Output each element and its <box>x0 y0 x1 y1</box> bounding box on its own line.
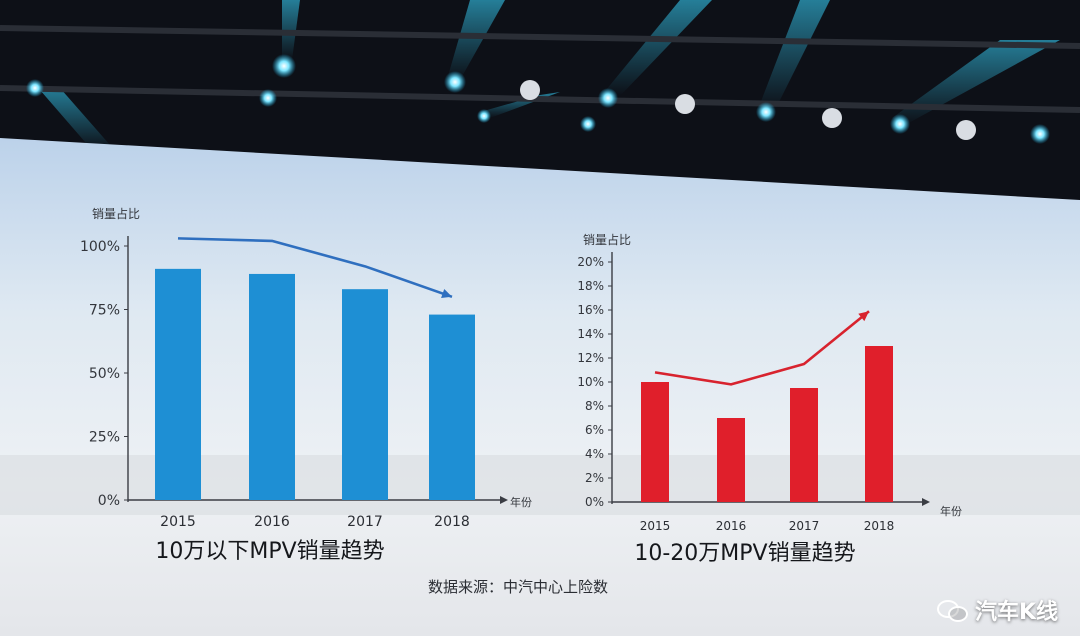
wechat-icon <box>936 598 968 622</box>
y-axis-label: 销量占比 <box>583 232 631 247</box>
x-tick-label: 2017 <box>789 519 820 533</box>
chart-title: 10万以下MPV销量趋势 <box>155 539 384 564</box>
y-tick-label: 20% <box>577 255 604 269</box>
x-tick-label: 2016 <box>716 519 747 533</box>
y-tick-label: 0% <box>98 493 120 509</box>
y-tick-label: 10% <box>577 375 604 389</box>
y-tick-label: 25% <box>89 429 120 445</box>
bar-2017 <box>342 289 388 500</box>
x-tick-label: 2015 <box>640 519 671 533</box>
watermark: 汽车K线 <box>936 594 1058 626</box>
x-tick-label: 2018 <box>864 519 895 533</box>
bar-2018 <box>429 314 475 500</box>
truss <box>0 25 1080 113</box>
y-tick-label: 12% <box>577 351 604 365</box>
bar-2015 <box>155 268 201 500</box>
watermark-text: 汽车K线 <box>974 600 1058 625</box>
bar-2016 <box>249 273 295 500</box>
y-tick-label: 50% <box>89 366 120 382</box>
x-tick-label: 2015 <box>160 514 196 530</box>
source-note: 数据来源：中汽中心上险数 <box>428 578 608 596</box>
x-axis-arrow <box>922 498 930 506</box>
y-tick-label: 8% <box>585 399 604 413</box>
trend-arrowhead <box>441 289 452 299</box>
x-tick-label: 2017 <box>347 514 383 530</box>
y-axis-label: 销量占比 <box>92 206 140 221</box>
y-tick-label: 18% <box>577 279 604 293</box>
bar-2018 <box>865 346 893 502</box>
y-tick-label: 0% <box>585 495 604 509</box>
bar-2015 <box>641 382 669 502</box>
x-axis-arrow <box>500 496 508 504</box>
trend-line <box>177 237 453 299</box>
x-axis-label: 年份 <box>940 504 962 518</box>
trend-arrowhead <box>858 311 869 322</box>
y-tick-label: 6% <box>585 423 604 437</box>
y-tick-label: 14% <box>577 327 604 341</box>
stage-lights <box>26 54 1050 144</box>
chart-title: 10-20万MPV销量趋势 <box>634 541 855 566</box>
x-axis-label: 年份 <box>510 495 532 509</box>
x-tick-label: 2016 <box>254 514 290 530</box>
light-beams <box>40 0 1060 150</box>
trend-line <box>654 310 870 386</box>
y-tick-label: 2% <box>585 471 604 485</box>
x-tick-label: 2018 <box>434 514 470 530</box>
y-tick-label: 100% <box>80 239 120 255</box>
y-tick-label: 16% <box>577 303 604 317</box>
y-tick-label: 4% <box>585 447 604 461</box>
y-tick-label: 75% <box>89 302 120 318</box>
bar-2017 <box>790 388 818 502</box>
bar-2016 <box>717 418 745 502</box>
